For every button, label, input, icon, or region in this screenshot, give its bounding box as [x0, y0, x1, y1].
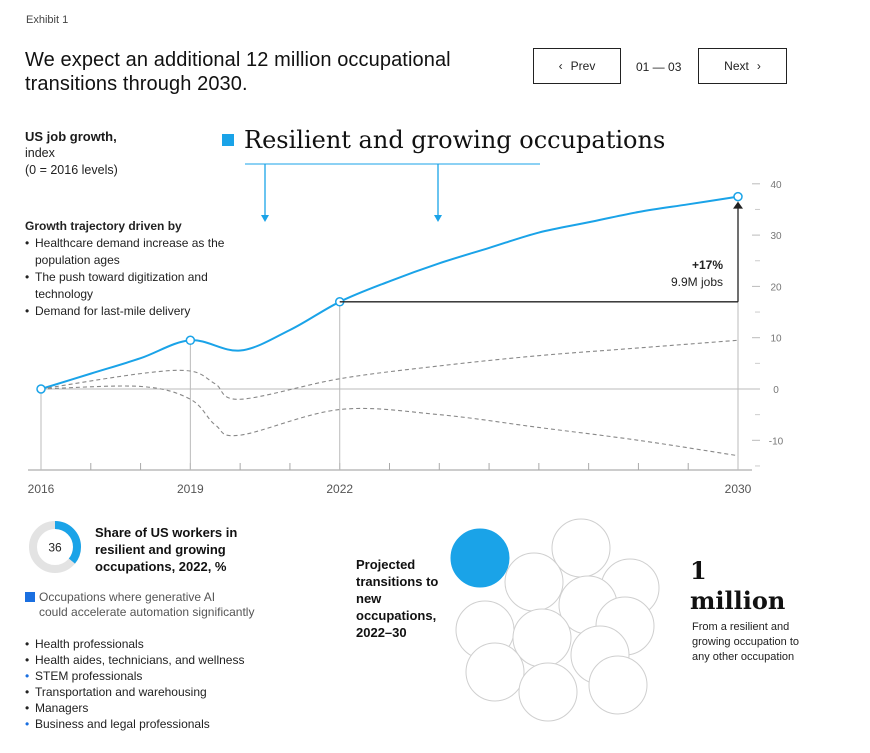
occupation-item: Transportation and warehousing [25, 684, 325, 700]
series-line-resilient [40, 195, 739, 390]
pager-indicator: 01 — 03 [636, 60, 682, 74]
genai-legend: Occupations where generative AI could ac… [25, 590, 315, 620]
legend-pointer-arrowhead [434, 215, 442, 222]
occupation-list: Health professionals Health aides, techn… [25, 636, 325, 732]
series-heading: Resilient and growing occupations [244, 126, 666, 154]
y-tick-label: 30 [770, 231, 782, 242]
chevron-right-icon: › [756, 59, 761, 73]
legend-pointer-arrowhead [261, 215, 269, 222]
x-tick-label: 2019 [177, 482, 204, 496]
genai-swatch [25, 592, 35, 602]
share-description: Share of US workers in resilient and gro… [95, 525, 238, 574]
y-tick-label: 0 [773, 385, 779, 396]
x-tick-label: 2016 [28, 482, 55, 496]
drivers-heading: Growth trajectory driven by [25, 219, 182, 233]
next-label: Next [724, 59, 749, 73]
next-button[interactable]: Next › [698, 48, 787, 84]
x-tick-label: 2030 [725, 482, 752, 496]
growth-drivers: Growth trajectory driven by Healthcare d… [25, 218, 245, 320]
transitions-label: Projected transitions to new occupations… [356, 557, 439, 640]
series-legend: Resilient and growing occupations [222, 126, 665, 154]
x-tick-label: 2022 [326, 482, 353, 496]
transition-circle [504, 552, 564, 612]
donut-value: 36 [48, 541, 62, 555]
transition-circle [551, 518, 611, 578]
annotation-pct: +17% [692, 258, 723, 272]
y-tick-label: 40 [770, 180, 782, 191]
genai-line2: could accelerate automation significantl… [39, 605, 255, 619]
y-axis-baseline-note: (0 = 2016 levels) [25, 163, 118, 177]
transitions-circles [450, 518, 660, 722]
prev-label: Prev [570, 59, 596, 73]
chevron-left-icon: ‹ [558, 59, 563, 73]
exhibit-label: Exhibit 1 [26, 14, 69, 26]
transition-circle [465, 642, 525, 702]
big-unit: million [690, 586, 786, 615]
prev-button[interactable]: ‹ Prev [533, 48, 621, 84]
series-point [733, 191, 743, 202]
page-title: We expect an additional 12 million occup… [25, 49, 451, 95]
big-number: 1 [690, 556, 707, 585]
occupation-item: Business and legal professionals [25, 716, 325, 732]
y-tick-label: 10 [770, 334, 782, 345]
series-swatch [222, 134, 234, 146]
transition-circle-filled [450, 528, 510, 588]
transition-circle [588, 655, 648, 715]
series-line-dashed [40, 385, 739, 457]
annotation-arrowhead [733, 201, 743, 209]
transition-circle [512, 608, 572, 668]
series-point [185, 335, 196, 346]
y-tick-label: 20 [770, 282, 782, 293]
transitions-description: From a resilient and growing occupation … [692, 621, 800, 663]
annotation-jobs: 9.9M jobs [671, 275, 723, 289]
genai-line1: Occupations where generative AI [39, 590, 216, 604]
series-point [36, 384, 46, 394]
y-axis-subtitle: index [25, 146, 55, 160]
donut-arc [29, 521, 81, 573]
share-donut: 36 [28, 520, 82, 579]
y-axis-title: US job growth, [25, 129, 117, 144]
transition-circle [518, 662, 578, 722]
y-axis-description: US job growth, index (0 = 2016 levels) [25, 128, 185, 179]
occupation-item: Managers [25, 700, 325, 716]
occupation-item: STEM professionals [25, 668, 325, 684]
series-line-dashed [40, 339, 739, 400]
donut-chart: 36 [29, 521, 81, 573]
y-tick-label: -10 [769, 436, 784, 447]
occupation-item: Health professionals [25, 636, 325, 652]
driver-item: Demand for last-mile delivery [25, 303, 245, 320]
transitions-big-number: 1 million [690, 556, 785, 616]
driver-item: The push toward digitization and technol… [25, 269, 245, 303]
occupation-item: Health aides, technicians, and wellness [25, 652, 325, 668]
driver-item: Healthcare demand increase as the popula… [25, 235, 245, 269]
